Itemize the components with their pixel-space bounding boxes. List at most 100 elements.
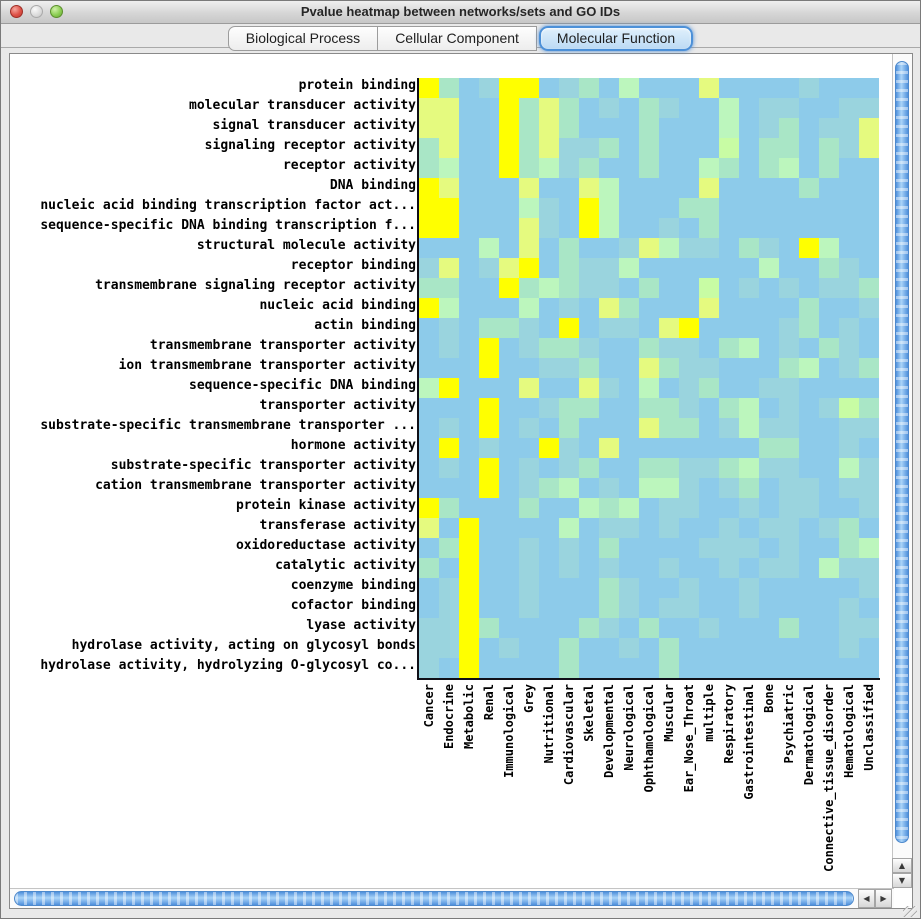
heatmap-cell bbox=[479, 278, 499, 298]
heatmap-cell bbox=[499, 418, 519, 438]
heatmap-cell bbox=[739, 198, 759, 218]
heatmap-cell bbox=[859, 198, 879, 218]
vertical-scrollbar[interactable] bbox=[892, 54, 912, 858]
heatmap-cell bbox=[699, 578, 719, 598]
heatmap-cell bbox=[579, 238, 599, 258]
close-button[interactable] bbox=[10, 5, 23, 18]
heatmap-cell bbox=[559, 498, 579, 518]
tab-cellular-component[interactable]: Cellular Component bbox=[378, 26, 537, 51]
heatmap-cell bbox=[739, 238, 759, 258]
heatmap-cell bbox=[839, 98, 859, 118]
heatmap-cell bbox=[659, 658, 679, 678]
heatmap-cell bbox=[619, 238, 639, 258]
heatmap-cell bbox=[599, 478, 619, 498]
heatmap-cell bbox=[539, 378, 559, 398]
row-label: signal transducer activity bbox=[212, 118, 417, 133]
heatmap-cell bbox=[499, 198, 519, 218]
heatmap-cell bbox=[739, 618, 759, 638]
col-label: Metabolic bbox=[462, 684, 476, 750]
heatmap-cell bbox=[459, 418, 479, 438]
heatmap-cell bbox=[799, 238, 819, 258]
col-label: Cardiovascular bbox=[562, 684, 576, 786]
heatmap-cell bbox=[639, 638, 659, 658]
heatmap-cell bbox=[599, 78, 619, 98]
heatmap-cell bbox=[699, 298, 719, 318]
heatmap-cell bbox=[479, 438, 499, 458]
heatmap-cell bbox=[639, 658, 659, 678]
heatmap-cell bbox=[559, 518, 579, 538]
col-label: Grey bbox=[522, 684, 536, 713]
heatmap-cell bbox=[859, 418, 879, 438]
heatmap-cell bbox=[779, 358, 799, 378]
heatmap-cell bbox=[799, 398, 819, 418]
heatmap-cell bbox=[699, 238, 719, 258]
heatmap-cell bbox=[639, 438, 659, 458]
heatmap-cell bbox=[859, 338, 879, 358]
heatmap-cell bbox=[819, 98, 839, 118]
horizontal-scrollbar[interactable]: ◀ ▶ bbox=[10, 888, 894, 908]
heatmap-cell bbox=[699, 278, 719, 298]
heatmap-cell bbox=[819, 298, 839, 318]
heatmap-cell bbox=[679, 178, 699, 198]
heatmap-cell bbox=[719, 498, 739, 518]
heatmap-cell bbox=[519, 238, 539, 258]
heatmap-cell bbox=[479, 338, 499, 358]
heatmap-cell bbox=[699, 498, 719, 518]
heatmap-cell bbox=[739, 378, 759, 398]
heatmap-cell bbox=[719, 298, 739, 318]
heatmap-cell bbox=[419, 638, 439, 658]
heatmap-cell bbox=[539, 78, 559, 98]
heatmap-cell bbox=[579, 418, 599, 438]
heatmap-cell bbox=[579, 118, 599, 138]
scroll-down-button[interactable]: ▼ bbox=[892, 873, 912, 888]
zoom-button[interactable] bbox=[50, 5, 63, 18]
heatmap-cell bbox=[419, 458, 439, 478]
heatmap-cell bbox=[619, 158, 639, 178]
row-label: transferase activity bbox=[259, 518, 416, 533]
heatmap-cell bbox=[539, 218, 559, 238]
heatmap-cell bbox=[639, 318, 659, 338]
heatmap-cell bbox=[619, 318, 639, 338]
heatmap-cell bbox=[419, 338, 439, 358]
heatmap-cell bbox=[559, 258, 579, 278]
heatmap-cell bbox=[699, 598, 719, 618]
heatmap-cell bbox=[459, 438, 479, 458]
heatmap-cell bbox=[819, 198, 839, 218]
heatmap-cell bbox=[459, 158, 479, 178]
heatmap-cell bbox=[459, 518, 479, 538]
minimize-button[interactable] bbox=[30, 5, 43, 18]
row-label: protein kinase activity bbox=[235, 498, 416, 513]
heatmap-cell bbox=[519, 438, 539, 458]
heatmap-cell bbox=[799, 618, 819, 638]
scroll-right-button[interactable]: ▶ bbox=[875, 889, 892, 908]
heatmap-cell bbox=[739, 118, 759, 138]
heatmap-cell bbox=[579, 638, 599, 658]
heatmap-cell bbox=[519, 278, 539, 298]
heatmap-cell bbox=[799, 198, 819, 218]
heatmap-cell bbox=[579, 298, 599, 318]
heatmap-cell bbox=[499, 358, 519, 378]
heatmap-cell bbox=[419, 298, 439, 318]
tab-biological-process[interactable]: Biological Process bbox=[227, 26, 379, 51]
tab-molecular-function[interactable]: Molecular Function bbox=[538, 26, 694, 51]
heatmap-cell bbox=[759, 298, 779, 318]
heatmap-cell bbox=[419, 158, 439, 178]
vertical-scrollbar-thumb[interactable] bbox=[895, 61, 909, 843]
scroll-up-button[interactable]: ▲ bbox=[892, 858, 912, 873]
heatmap-cell bbox=[699, 98, 719, 118]
heatmap-cell bbox=[479, 138, 499, 158]
heatmap-cell bbox=[779, 258, 799, 278]
scroll-left-button[interactable]: ◀ bbox=[858, 889, 875, 908]
heatmap-cell bbox=[459, 238, 479, 258]
heatmap-cell bbox=[479, 538, 499, 558]
heatmap-cell bbox=[499, 298, 519, 318]
heatmap-cell bbox=[739, 638, 759, 658]
heatmap-cell bbox=[419, 258, 439, 278]
heatmap-cell bbox=[459, 218, 479, 238]
heatmap-cell bbox=[539, 338, 559, 358]
col-label: Psychiatric bbox=[782, 684, 796, 764]
heatmap-cell bbox=[739, 558, 759, 578]
resize-grip[interactable] bbox=[903, 906, 917, 917]
heatmap-cell bbox=[499, 618, 519, 638]
horizontal-scrollbar-thumb[interactable] bbox=[14, 891, 854, 906]
